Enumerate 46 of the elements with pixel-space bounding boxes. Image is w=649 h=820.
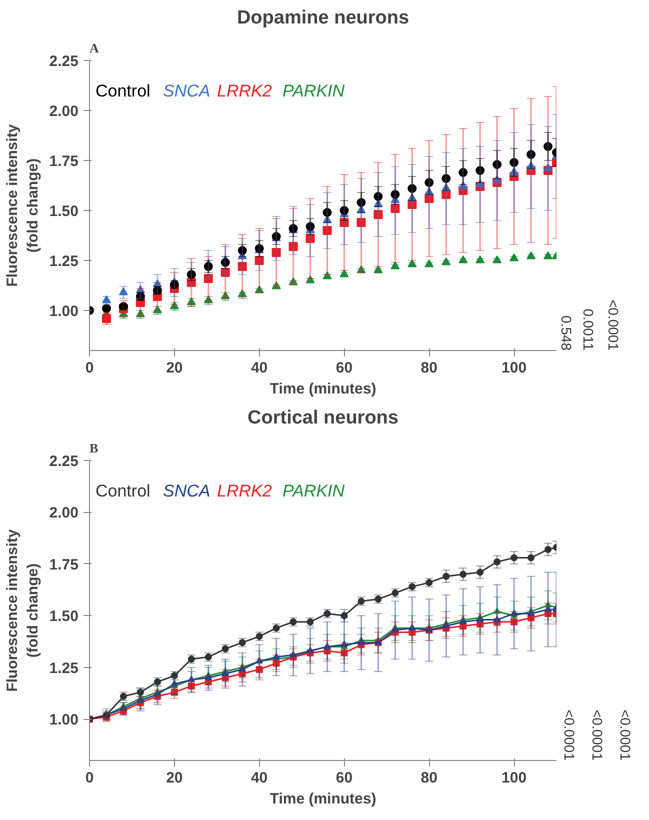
text: <0.0001 bbox=[590, 710, 606, 761]
x-axis-title: Time (minutes) bbox=[270, 790, 376, 808]
x-tick-label: 60 bbox=[336, 770, 353, 786]
text: B bbox=[90, 440, 98, 456]
text: Control bbox=[96, 82, 150, 100]
text: 0.0011 bbox=[580, 308, 596, 351]
y-tick-label: 2.00 bbox=[49, 103, 79, 120]
x-tick-label: 80 bbox=[420, 360, 438, 376]
y-tick-label: 1.50 bbox=[49, 608, 79, 626]
y-tick-label: 1.50 bbox=[49, 203, 79, 220]
x-tick-label: 60 bbox=[336, 360, 353, 376]
text: Control bbox=[96, 482, 150, 500]
x-tick-label: 40 bbox=[250, 770, 268, 786]
x-tick-label: 0 bbox=[85, 770, 94, 786]
y-tick-label: 1.75 bbox=[49, 153, 79, 170]
chart-title: Cortical neurons bbox=[248, 408, 398, 428]
y-tick-label: 1.00 bbox=[49, 303, 79, 320]
x-tick-label: 0 bbox=[85, 360, 94, 376]
y-tick-label: 1.00 bbox=[49, 712, 79, 729]
y-tick-label: 1.25 bbox=[49, 253, 79, 270]
x-tick-label: 100 bbox=[502, 360, 527, 376]
text: <0.0001 bbox=[606, 300, 622, 351]
text: SNCA bbox=[163, 482, 210, 500]
chart-title: Dopamine neurons bbox=[236, 8, 410, 28]
text: SNCA bbox=[163, 82, 210, 100]
y-tick-label: 1.75 bbox=[49, 556, 79, 574]
text: LRRK2 bbox=[217, 482, 272, 500]
text: <0.0001 bbox=[562, 710, 578, 761]
text: 0.548 bbox=[558, 315, 574, 351]
text: <0.0001 bbox=[618, 710, 634, 761]
y-axis-title: Fluorescence intensity (fold change) bbox=[4, 124, 42, 287]
y-tick-label: 2.00 bbox=[49, 504, 79, 522]
y-axis-title: Fluorescence intensity (fold change) bbox=[4, 528, 42, 692]
x-tick-label: 80 bbox=[420, 770, 438, 786]
x-tick-label: 100 bbox=[502, 770, 527, 786]
y-tick-label: 2.25 bbox=[49, 453, 79, 470]
y-tick-label: 2.25 bbox=[49, 53, 79, 70]
text: LRRK2 bbox=[217, 82, 272, 100]
text: A bbox=[90, 40, 100, 56]
x-axis-title: Time (minutes) bbox=[270, 380, 376, 398]
y-tick-label: 1.25 bbox=[49, 660, 79, 677]
x-tick-label: 20 bbox=[166, 770, 183, 786]
text: PARKIN bbox=[282, 482, 346, 500]
text: PARKIN bbox=[282, 82, 346, 100]
x-tick-label: 20 bbox=[166, 360, 183, 376]
x-tick-label: 40 bbox=[250, 360, 268, 376]
